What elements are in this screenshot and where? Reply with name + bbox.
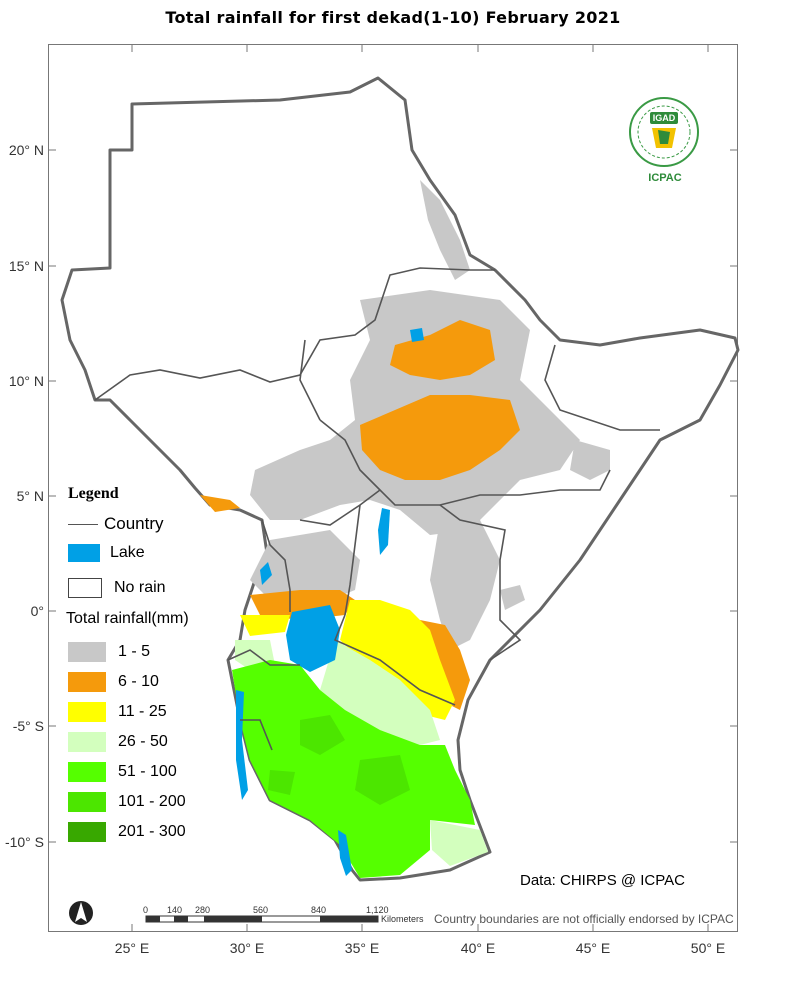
scale-tick-560: 560	[253, 905, 269, 915]
scale-tick-840: 840	[311, 905, 327, 915]
legend-class-swatch	[68, 822, 106, 842]
legend-class-label: 101 - 200	[118, 793, 186, 810]
legend-class-item: 51 - 100	[68, 762, 177, 782]
legend-class-swatch	[68, 762, 106, 782]
map-frame	[48, 44, 738, 932]
legend-class-swatch	[68, 642, 106, 662]
rain-101-200-zones	[268, 715, 410, 805]
country-borders	[94, 267, 660, 751]
lon-label-50e: 50° E	[690, 940, 726, 956]
rain-6-10-zones	[200, 320, 520, 710]
lon-label-25e: 25° E	[114, 940, 150, 956]
lake-swatch	[68, 544, 100, 562]
scale-tick-1120: 1,120	[366, 905, 389, 915]
data-source: Data: CHIRPS @ ICPAC	[520, 872, 685, 889]
legend-country: Country	[68, 514, 164, 534]
scale-tick-0: 0	[143, 905, 149, 915]
legend-class-swatch	[68, 702, 106, 722]
lon-label-30e: 30° E	[229, 940, 265, 956]
igad-logo-icon: IGAD	[629, 97, 699, 167]
legend-lake-label: Lake	[110, 544, 145, 561]
legend-class-label: 6 - 10	[118, 673, 159, 690]
legend-class-item: 201 - 300	[68, 822, 186, 842]
legend-class-label: 11 - 25	[118, 703, 167, 720]
legend-class-item: 11 - 25	[68, 702, 167, 722]
lat-label-5n: 5° N	[16, 488, 44, 504]
legend-no-rain: No rain	[68, 578, 166, 598]
legend-class-item: 26 - 50	[68, 732, 168, 752]
legend-class-swatch	[68, 672, 106, 692]
lat-label-20n: 20° N	[8, 142, 44, 158]
lat-label-15n: 15° N	[8, 258, 44, 274]
legend-class-swatch	[68, 732, 106, 752]
lon-label-35e: 35° E	[344, 940, 380, 956]
map-title: Total rainfall for first dekad(1-10) Feb…	[165, 8, 621, 27]
frame-ticks	[48, 44, 738, 932]
scale-tick-280: 280	[195, 905, 211, 915]
lat-label-0: 0°	[30, 603, 44, 619]
disclaimer: Country boundaries are not officially en…	[434, 912, 734, 926]
lake-turkana	[378, 508, 390, 555]
lake-tanganyika	[236, 690, 248, 800]
legend-class-label: 51 - 100	[118, 763, 177, 780]
legend-class-item: 1 - 5	[68, 642, 150, 662]
legend-no-rain-label: No rain	[114, 579, 166, 596]
lake-tana	[410, 328, 424, 342]
no-rain-swatch	[68, 578, 102, 598]
legend-class-item: 6 - 10	[68, 672, 159, 692]
rain-51-100-zones	[232, 660, 475, 878]
lat-label-10n: 10° N	[8, 373, 44, 389]
lon-label-40e: 40° E	[460, 940, 496, 956]
legend-country-label: Country	[104, 514, 164, 533]
logo-name: IGAD	[653, 113, 676, 123]
country-line-icon	[68, 523, 98, 525]
legend-class-label: 201 - 300	[118, 823, 186, 840]
lat-label-10s: -10° S	[4, 834, 44, 850]
lat-label-5s: -5° S	[12, 718, 44, 734]
lakes	[236, 328, 424, 876]
lake-albert	[260, 562, 272, 585]
scale-bar	[145, 915, 379, 923]
legend-lake: Lake	[68, 544, 145, 562]
legend-class-label: 1 - 5	[118, 643, 151, 660]
rain-11-25-zones	[240, 600, 455, 720]
north-arrow-icon	[69, 901, 93, 925]
scale-tick-140: 140	[167, 905, 183, 915]
legend-rainfall-heading: Total rainfall(mm)	[66, 610, 189, 627]
lake-malawi	[338, 830, 352, 876]
lon-label-45e: 45° E	[575, 940, 611, 956]
legend-class-swatch	[68, 792, 106, 812]
logo-text: ICPAC	[648, 172, 682, 184]
legend-title: Legend	[68, 485, 119, 502]
scale-unit: Kilometers	[381, 914, 424, 924]
legend-class-item: 101 - 200	[68, 792, 186, 812]
rain-26-50-zones	[235, 640, 488, 866]
lake-victoria	[286, 605, 340, 672]
legend-class-label: 26 - 50	[118, 733, 168, 750]
